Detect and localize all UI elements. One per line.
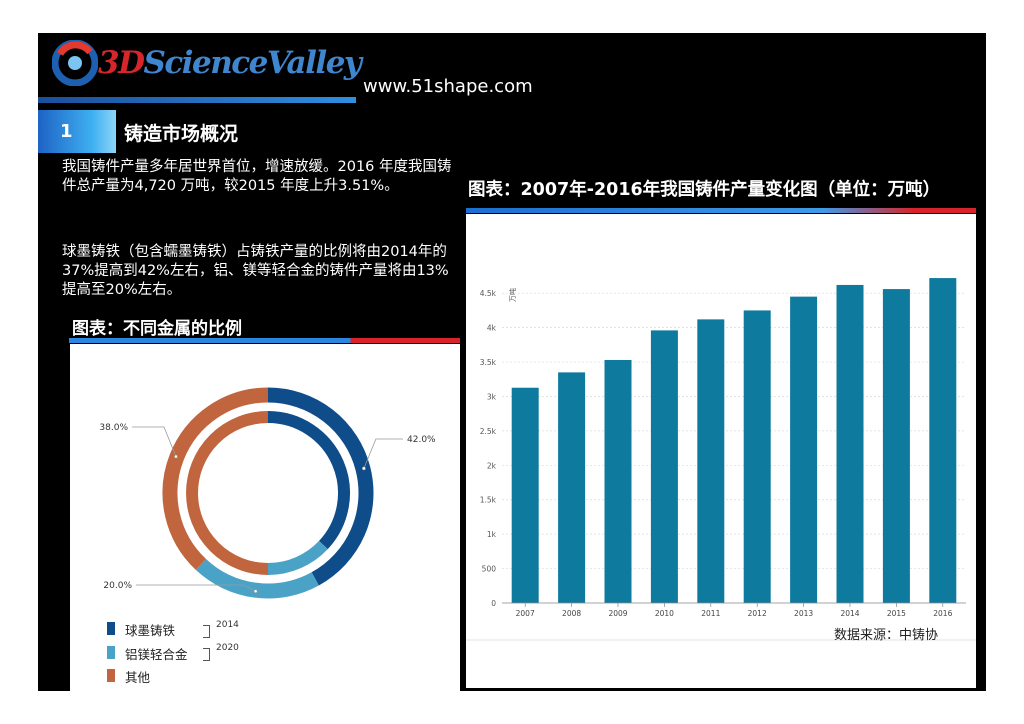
y-tick-label-1000: 1k [487,530,497,539]
x-tick-label-2012: 2012 [748,609,767,618]
y-tick-label-2000: 2k [487,461,497,470]
y-axis-label: 万吨 [508,288,517,302]
pie-title-underline [69,338,460,343]
bar-chart-title: 图表：2007年-2016年我国铸件产量变化图（单位：万吨） [468,180,941,200]
y-tick-label-500: 500 [482,565,497,574]
x-tick-label-2016: 2016 [933,609,952,618]
paragraph-output: 我国铸件产量多年居世界首位，增速放缓。2016 年度我国铸件总产量为4,720 … [62,159,452,194]
bar-2014 [836,284,864,603]
donut-slice-inner-light-alloy [267,540,328,575]
y-tick-label-0: 0 [491,599,496,608]
legend-swatch-light-alloy [107,646,115,659]
bar-2010 [650,330,678,603]
bar-2016 [929,278,957,603]
slide: 3DScienceValley www.51shape.com 1 铸造市场概况… [38,33,986,691]
donut-leader-dot-ductile-iron [361,466,366,471]
legend-label-ductile-iron: 球墨铸铁 [125,623,176,638]
bar-2009 [604,359,632,603]
bar-2013 [790,296,818,603]
bar-title-underline [466,208,976,213]
x-tick-label-2014: 2014 [840,609,859,618]
y-tick-label-3500: 3.5k [480,358,497,367]
legend-ring-label-2014: 2014 [216,620,239,630]
website-url: www.51shape.com [363,76,533,97]
y-tick-label-4500: 4.5k [480,289,497,298]
donut-data-label-light-alloy: 20.0% [103,581,132,591]
donut-leader-line-other [132,426,177,457]
y-tick-label-4000: 4k [487,324,497,333]
y-tick-label-1500: 1.5k [480,496,497,505]
x-tick-label-2007: 2007 [516,609,535,618]
legend-bracket-2020 [203,648,210,661]
x-tick-label-2008: 2008 [562,609,581,618]
bar-chart: 0 500 1k 1.5k 2k 2.5k 3k 3.5k 4k 4.5k 万吨 2007 2008 20… [466,278,976,641]
section-number: 1 [38,110,116,153]
header-divider [38,97,356,103]
bar-2008 [558,372,586,603]
donut-data-label-ductile-iron: 42.0% [407,435,436,445]
legend-bracket-2014 [203,625,210,638]
legend-swatch-ductile-iron [107,622,115,635]
data-source: 数据来源：中铸协 [834,628,939,643]
donut-chart: 42.0% 20.0% 38.0% [99,387,436,599]
legend-label-light-alloy: 铝镁轻合金 [125,647,188,662]
y-tick-label-3000: 3k [487,392,497,401]
donut-slice-inner-other [186,411,269,575]
logo-text-rest: ScienceValley [143,45,361,81]
bar-2011 [697,319,725,603]
legend-label-other: 其他 [125,670,151,685]
x-tick-label-2011: 2011 [701,609,720,618]
bar-2012 [743,310,771,603]
legend-ring-label-2020: 2020 [216,643,239,653]
legend-swatch-other [107,669,115,682]
x-tick-label-2013: 2013 [794,609,813,618]
section-title: 铸造市场概况 [124,123,239,145]
logo-text-3d: 3D [98,45,145,81]
x-tick-label-2015: 2015 [887,609,906,618]
logo-icon [52,40,98,86]
bar-chart-panel: 0 500 1k 1.5k 2k 2.5k 3k 3.5k 4k 4.5k 万吨 2007 2008 20… [466,214,976,688]
logo-wordmark: 3DScienceValley [98,45,362,81]
donut-leader-dot-other [174,454,178,459]
x-tick-label-2009: 2009 [608,609,627,618]
x-tick-label-2010: 2010 [655,609,674,618]
donut-leader-line-ductile-iron [363,438,403,469]
pie-chart-title: 图表：不同金属的比例 [72,319,242,339]
paragraph-ductile-iron: 球墨铸铁（包含蠕墨铸铁）占铸铁产量的比例将由2014年的37%提高到42%左右，… [62,244,449,298]
bar-2015 [882,289,910,603]
pie-legend: 球墨铸铁 铝镁轻合金 其他 2014 2020 [70,603,278,691]
donut-data-label-other: 38.0% [99,423,128,433]
donut-leader-line-light-alloy [136,584,256,592]
bar-2007 [511,387,539,603]
donut-slice-inner-ductile-iron [267,411,350,550]
y-tick-label-2500: 2.5k [480,427,497,436]
donut-leader-dot-light-alloy [253,589,258,594]
